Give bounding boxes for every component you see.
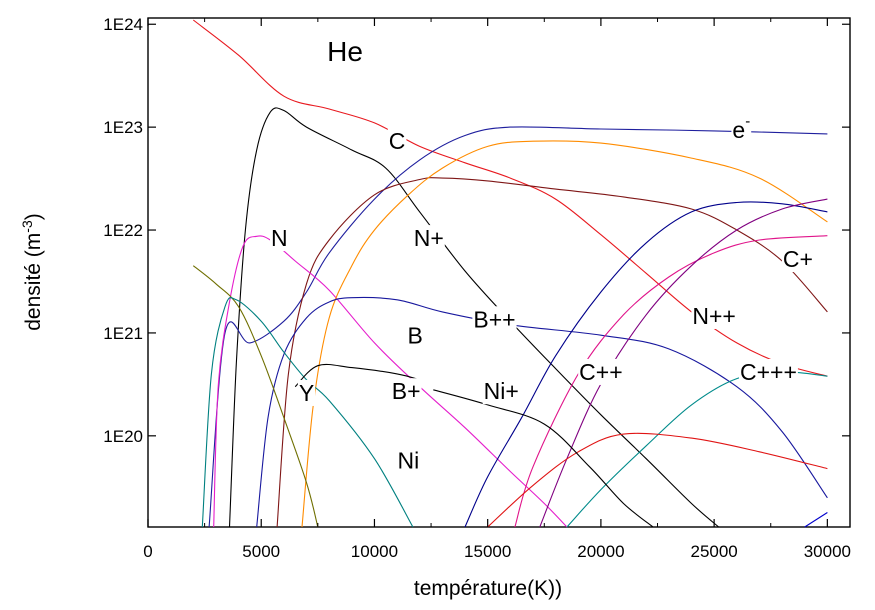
series-label-bp: B+ [392, 378, 421, 404]
series-line-ni [804, 512, 828, 528]
series-line-cp [276, 177, 828, 528]
series-label-bg-b [406, 322, 424, 349]
y-tick-label-1: 1E21 [103, 324, 143, 343]
y-axis-title: densité (m-3) [19, 213, 45, 331]
series-line-n [213, 235, 568, 528]
series-line-b [256, 296, 828, 528]
series-line-yp [201, 297, 414, 528]
series-label-bg-c [387, 128, 407, 155]
x-tick-label-25000: 25000 [690, 542, 737, 561]
series-line-c [228, 107, 720, 528]
series-label-e-: e- [732, 113, 750, 143]
series-label-cpp: C++ [579, 359, 622, 385]
series-label-nip: Ni+ [484, 378, 519, 404]
series-line-nipp [487, 432, 828, 528]
x-tick-label-30000: 30000 [804, 542, 851, 561]
series-label-cppp: C+++ [740, 359, 797, 385]
series-label-ni: Ni [398, 448, 420, 474]
y-tick-label-4: 1E24 [103, 15, 143, 34]
series-line-nip [433, 389, 654, 528]
series-label-bg-cpp [578, 358, 624, 385]
series-label-bg-np [412, 225, 445, 252]
series-line-bp [294, 363, 420, 388]
series-label-bg-n [270, 225, 289, 252]
series-label-bpp: B++ [473, 306, 515, 332]
x-tick-label-0: 0 [143, 542, 152, 561]
series-label-bg-cp [781, 246, 814, 273]
y-axis-title-main: densité (m [22, 233, 45, 331]
x-tick-label-15000: 15000 [464, 542, 511, 561]
series-label-cp: C+ [783, 246, 813, 272]
series-line-bpp [464, 201, 828, 528]
y-tick-label-2: 1E22 [103, 221, 143, 240]
series-line-y [192, 265, 319, 528]
series-label-bg-cppp [739, 358, 798, 385]
series-line-np [301, 140, 828, 528]
series-labels-layer: He C e- C+ N N+ B B++ N++ C++ C+++ Y B+ Ni+ Ni [270, 35, 814, 474]
series-label-bg-bpp [472, 306, 517, 333]
series-line-cpp [539, 198, 828, 528]
series-line-he [192, 19, 828, 377]
y-axis-title-exponent: -3 [19, 220, 35, 233]
y-tick-label-3: 1E23 [103, 118, 143, 137]
series-label-bg-y [297, 379, 316, 406]
series-label-y: Y [299, 380, 314, 406]
series-label-bg-bp [390, 378, 422, 405]
x-axis-title: température(K)) [414, 577, 562, 600]
series-label-b: B [408, 323, 423, 349]
series-label-bg-npp [691, 302, 737, 329]
x-tick-label-20000: 20000 [577, 542, 624, 561]
plot-frame [147, 17, 851, 528]
y-axis-title-close: ) [22, 213, 45, 220]
series-label-bg-he [326, 35, 364, 67]
y-tick-label-0: 1E20 [103, 427, 143, 446]
series-label-bg-ni [396, 447, 421, 474]
series-label-n: N [271, 225, 288, 251]
series-label-np: N+ [414, 225, 444, 251]
series-label-bg-e- [731, 112, 752, 143]
series-line-npp [514, 235, 828, 528]
x-tick-label-10000: 10000 [351, 542, 398, 561]
series-label-he: He [327, 36, 363, 67]
series-line-cppp [566, 371, 828, 528]
series-line-e- [208, 126, 828, 528]
x-tick-label-5000: 5000 [242, 542, 280, 561]
series-label-c: C [389, 128, 406, 154]
series-label-bg-nip [482, 378, 520, 405]
series-label-npp: N++ [692, 303, 735, 329]
series-layer [192, 19, 828, 528]
ticks-layer: 0 5000 10000 15000 20000 25000 30000 1E20 1E21 1E… [103, 15, 851, 561]
